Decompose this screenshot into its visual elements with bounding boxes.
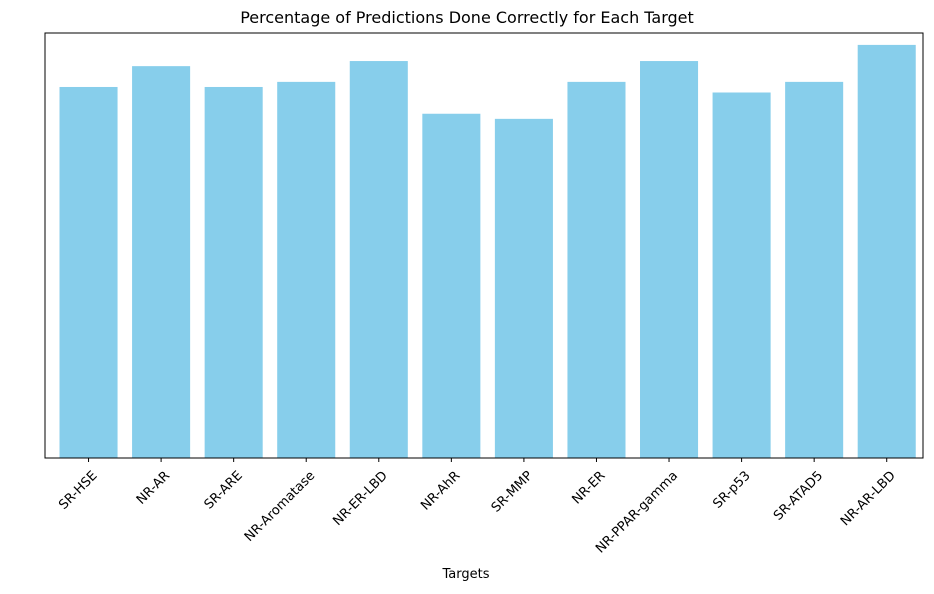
bar-nr-aromatase [277,81,336,459]
x-tick-label: SR-MMP [489,468,536,515]
x-tick-label: NR-ER-LBD [330,468,390,528]
bars-layer [59,44,916,459]
bar-sr-mmp [494,118,553,458]
bar-sr-are [204,86,263,458]
x-tick-label: NR-AhR [418,468,463,513]
plot-area-frame [44,32,924,459]
bar-nr-ar [132,66,191,459]
x-tick-label: SR-ARE [202,468,246,512]
x-tick-label: SR-p53 [710,468,753,511]
x-axis-label: Targets [442,567,490,582]
bar-nr-er [567,81,626,459]
x-tick-label: NR-ER [570,468,609,507]
bar-nr-ar-lbd [857,44,916,459]
bar-sr-atad5 [785,81,844,459]
x-tick-label: SR-HSE [56,468,100,512]
x-tick-label: NR-Aromatase [242,468,318,544]
bar-nr-er-lbd [349,61,408,459]
bar-sr-hse [59,86,118,458]
x-tick-label: NR-PPAR-gamma [593,468,681,556]
x-tick-label: NR-AR-LBD [838,468,899,529]
x-tick-label: SR-ATAD5 [771,468,826,523]
bar-sr-p53 [712,92,771,458]
x-tick-label: NR-AR [134,468,173,507]
bar-nr-ppar-gamma [640,61,699,459]
chart-title: Percentage of Predictions Done Correctly… [240,8,694,27]
bar-nr-ahr [422,113,481,458]
